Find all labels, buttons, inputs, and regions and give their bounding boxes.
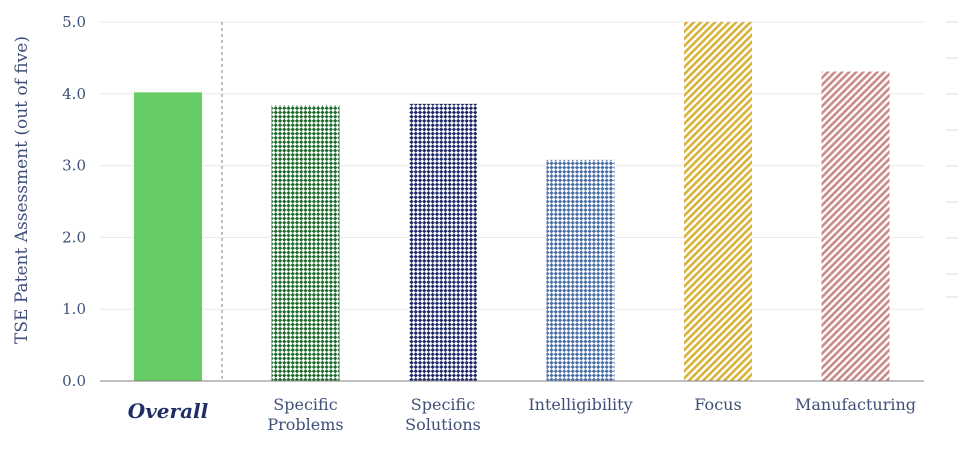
bars (134, 22, 890, 382)
y-tick-labels: 0.0 1.0 2.0 3.0 4.0 5.0 (62, 13, 86, 390)
y-tick-label: 2.0 (62, 228, 86, 246)
y-tick-label: 1.0 (62, 300, 86, 318)
x-category-label: Manufacturing (795, 395, 916, 414)
x-category-label: Specific Problems (267, 395, 343, 434)
x-category-label: Intelligibility (528, 395, 632, 414)
y-tick-label: 5.0 (62, 13, 86, 31)
y-axis-title: TSE Patent Assessment (out of five) (12, 36, 32, 344)
right-edge-ticks (946, 21, 958, 298)
bar-focus (684, 22, 752, 381)
x-category-label: Specific Solutions (405, 395, 481, 434)
bar-specific-solutions (409, 103, 477, 382)
y-tick-label: 3.0 (62, 157, 86, 175)
x-category-label: Overall (128, 399, 209, 423)
x-category-labels: Overall Specific Problems Specific Solutions… (128, 395, 916, 434)
x-category-label: Focus (694, 395, 741, 414)
bar-specific-problems (271, 105, 340, 382)
grid-lines (100, 21, 924, 310)
bar-intelligibility (546, 159, 615, 381)
bar-overall (134, 92, 202, 381)
y-tick-label: 4.0 (62, 85, 86, 103)
y-tick-label: 0.0 (62, 372, 86, 390)
bar-manufacturing (821, 71, 890, 382)
